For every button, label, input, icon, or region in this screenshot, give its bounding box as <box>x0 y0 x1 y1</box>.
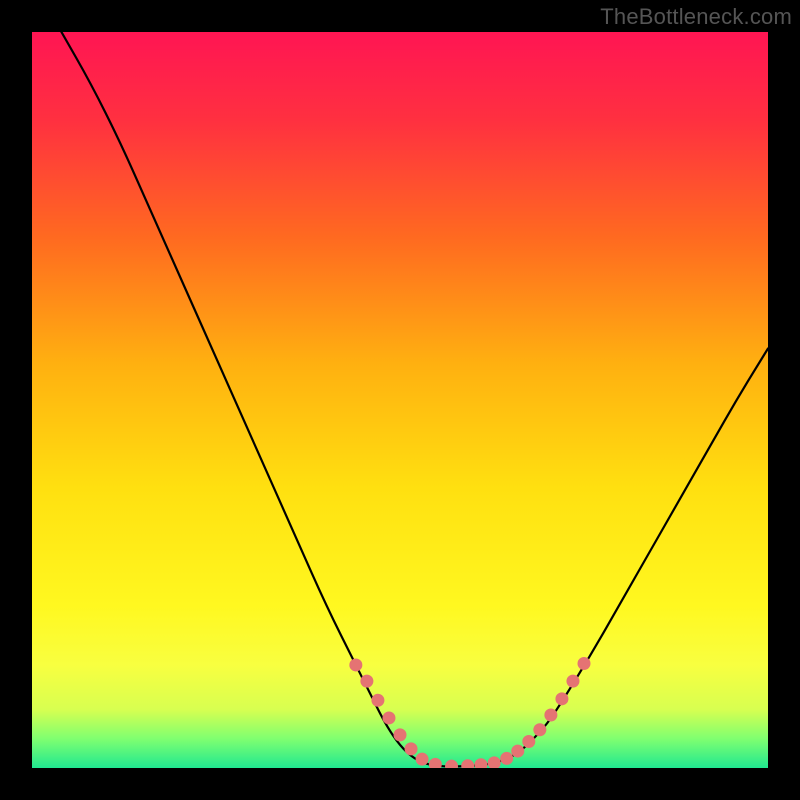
curve-marker <box>405 742 418 755</box>
chart-container: TheBottleneck.com <box>0 0 800 800</box>
curve-marker <box>500 752 513 765</box>
watermark-label: TheBottleneck.com <box>600 4 792 30</box>
curve-marker <box>382 711 395 724</box>
curve-marker <box>555 692 568 705</box>
curve-marker <box>511 745 524 758</box>
curve-marker <box>349 658 362 671</box>
bottleneck-curve-chart <box>0 0 800 800</box>
curve-marker <box>566 675 579 688</box>
curve-marker <box>533 723 546 736</box>
curve-marker <box>474 758 487 771</box>
curve-marker <box>522 735 535 748</box>
curve-marker <box>429 758 442 771</box>
plot-background <box>32 32 768 768</box>
curve-marker <box>544 709 557 722</box>
curve-marker <box>360 675 373 688</box>
curve-marker <box>445 760 458 773</box>
curve-marker <box>461 759 474 772</box>
curve-marker <box>488 756 501 769</box>
curve-marker <box>394 728 407 741</box>
curve-marker <box>371 694 384 707</box>
curve-marker <box>416 753 429 766</box>
curve-marker <box>578 657 591 670</box>
